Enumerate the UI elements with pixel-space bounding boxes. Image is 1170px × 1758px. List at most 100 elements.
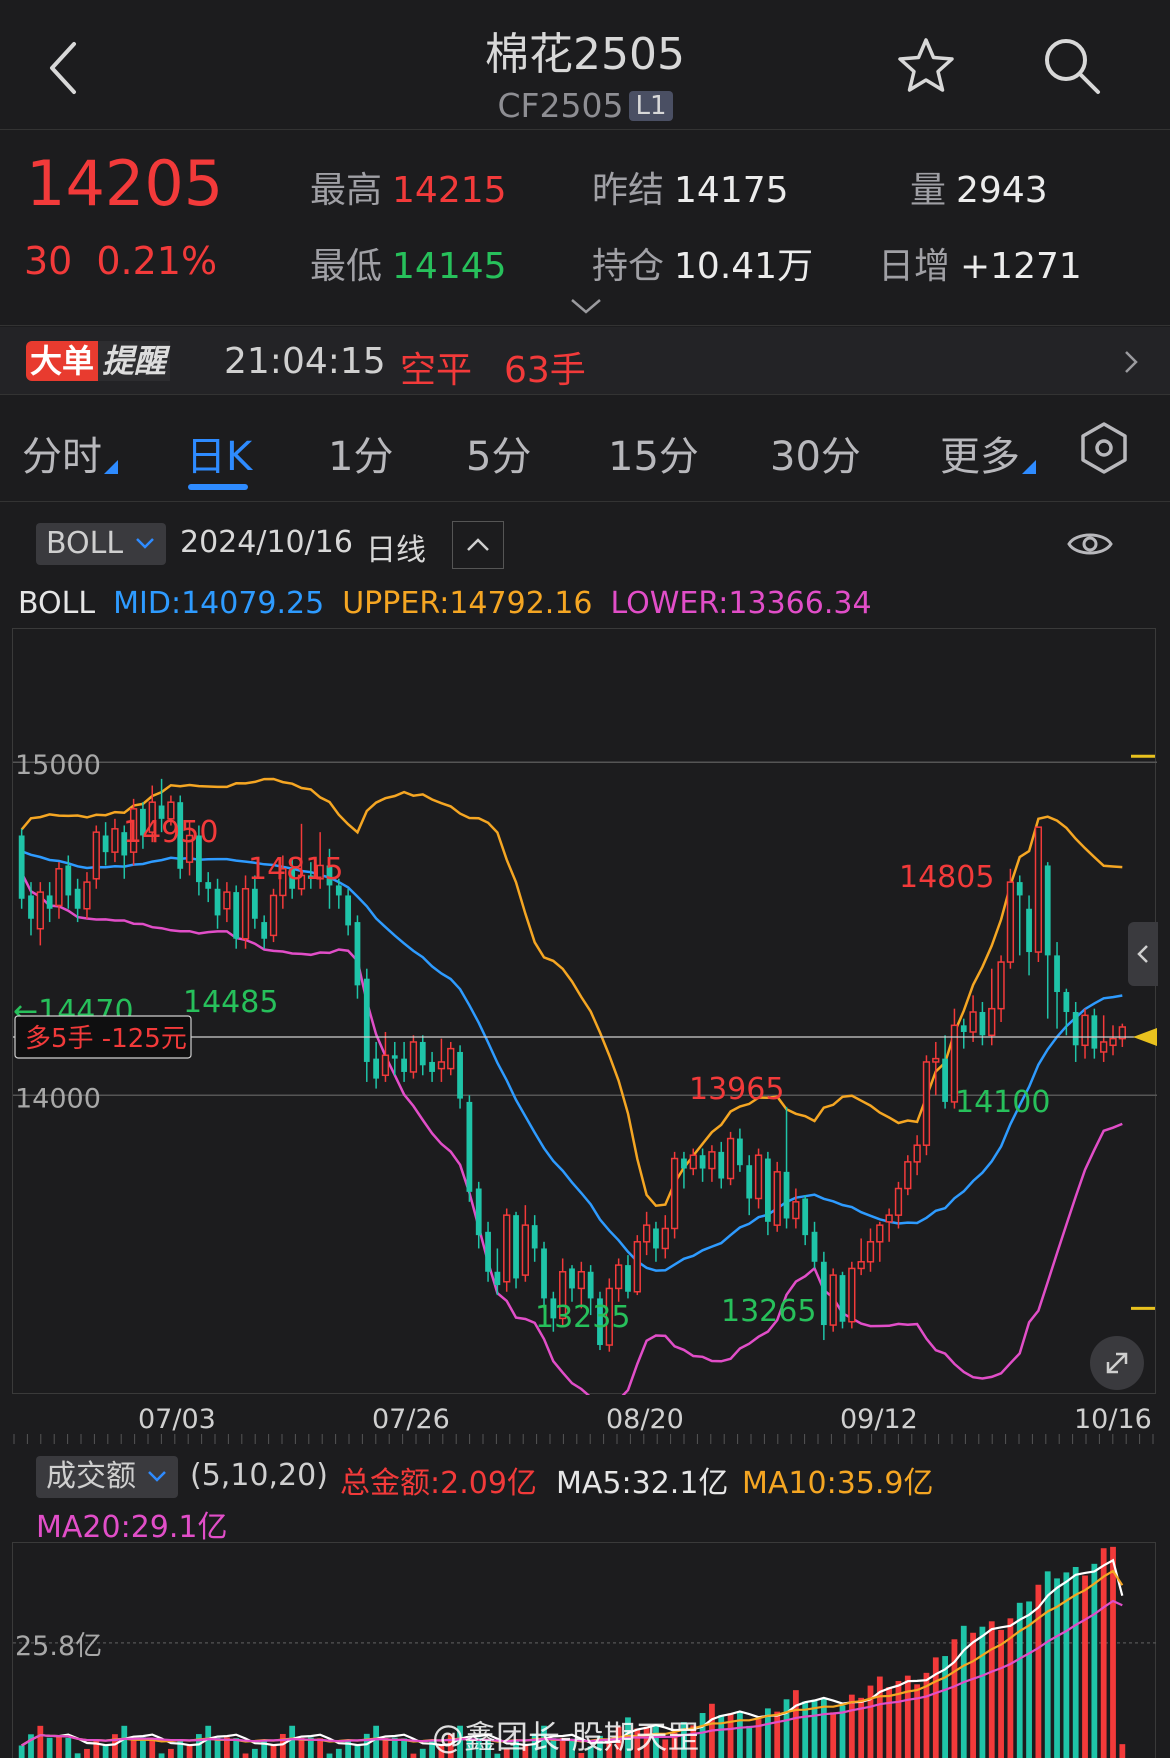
settings-icon[interactable] xyxy=(1076,420,1132,476)
volume-bar xyxy=(279,1733,286,1758)
volume-bar xyxy=(876,1676,883,1758)
volume-bar xyxy=(718,1714,725,1758)
volume-bar xyxy=(102,1745,109,1758)
boll-upper-value: 14792.16 xyxy=(449,586,593,621)
volume-bar xyxy=(168,1748,174,1758)
boll-upper: UPPER:14792.16 xyxy=(342,586,592,621)
watermark: @鑫团长-股期天罡 xyxy=(432,1718,700,1756)
search-icon[interactable] xyxy=(1040,34,1104,98)
change-percent: 0.21% xyxy=(96,239,218,283)
candle-body xyxy=(829,1274,837,1326)
back-arrow-icon[interactable] xyxy=(40,38,90,98)
chevron-down-icon[interactable] xyxy=(568,295,604,317)
volume-ma5-value: 32.1亿 xyxy=(631,1466,729,1501)
volume-bar xyxy=(382,1738,389,1758)
big-order-alert[interactable]: 大单 提醒 21:04:15 空平 63手 xyxy=(0,327,1170,395)
candle-body xyxy=(447,1047,455,1070)
volume-bar xyxy=(1072,1566,1079,1758)
volume-bar xyxy=(886,1687,893,1758)
eye-icon[interactable] xyxy=(1066,520,1114,568)
volume-bar xyxy=(597,1735,603,1758)
y-tick-label: 14000 xyxy=(15,1083,101,1114)
boll-lower-label: LOWER: xyxy=(610,586,729,621)
chevron-left-icon xyxy=(1137,945,1148,963)
candle-body xyxy=(326,865,333,886)
volume-bar xyxy=(792,1690,799,1758)
tab-more[interactable]: 更多 xyxy=(940,424,1036,482)
candle-body xyxy=(754,1154,763,1200)
candle-body xyxy=(307,875,314,879)
volume-bar xyxy=(177,1740,184,1758)
fullscreen-button[interactable] xyxy=(1090,1336,1144,1390)
star-icon[interactable] xyxy=(894,34,958,98)
chart-period: 日线 xyxy=(366,533,426,568)
prev-settle-value: 14175 xyxy=(674,170,789,211)
price-annotation: 13965 xyxy=(689,1072,784,1107)
open-interest-value: 10.41万 xyxy=(674,246,814,287)
volume-bar xyxy=(690,1725,697,1758)
candle-body xyxy=(653,1228,659,1249)
volume-bar xyxy=(1110,1546,1116,1758)
tab-5min[interactable]: 5分 xyxy=(466,434,532,480)
volume-bar xyxy=(522,1744,529,1758)
tab-30min[interactable]: 30分 xyxy=(770,434,861,480)
chevron-right-icon[interactable] xyxy=(1120,348,1142,376)
volume-bar xyxy=(485,1738,491,1758)
volume-bar xyxy=(140,1737,146,1758)
volume-bar xyxy=(1026,1601,1032,1758)
candle-body xyxy=(913,1144,921,1163)
volume-bar xyxy=(93,1740,100,1758)
volume-ma5: MA5:32.1亿 xyxy=(556,1458,728,1502)
candle-body xyxy=(569,1268,575,1289)
volume-bar xyxy=(1044,1571,1051,1758)
volume-bar xyxy=(466,1738,473,1758)
volume-bar xyxy=(606,1739,613,1758)
volume-bar xyxy=(214,1737,221,1758)
volume-bar xyxy=(457,1725,463,1758)
candle-body xyxy=(214,888,221,916)
candle-body xyxy=(205,882,212,889)
tab-1min[interactable]: 1分 xyxy=(328,434,394,480)
volume-bar xyxy=(643,1726,650,1758)
boll-mid: MID:14079.25 xyxy=(113,586,324,621)
position-tag[interactable] xyxy=(14,1015,192,1059)
volume-bar xyxy=(578,1752,585,1758)
header: 棉花2505 CF2505 L1 xyxy=(0,0,1170,130)
tab-daily-k[interactable]: 日K xyxy=(186,434,253,480)
volume-indicator-select[interactable]: 成交额 xyxy=(36,1456,178,1498)
boll-name: BOLL xyxy=(18,586,96,621)
price-change: 30 0.21% xyxy=(24,239,241,283)
volume-bar xyxy=(914,1684,921,1758)
price-annotation: 13235 xyxy=(535,1300,630,1335)
volume-bar xyxy=(1119,1744,1126,1758)
tab-15min[interactable]: 15分 xyxy=(608,434,699,480)
kline-chart[interactable]: 15000 14000 14950 14815 ←14470 14485 13965 1323… xyxy=(12,628,1157,1408)
volume-bar xyxy=(653,1725,659,1758)
volume-value: 2943 xyxy=(956,170,1048,211)
x-axis-ticks xyxy=(13,1434,1154,1444)
x-axis: 07/03 07/26 08/20 09/12 10/16 xyxy=(0,1396,1170,1444)
candle-body xyxy=(681,1158,687,1169)
volume-bar xyxy=(541,1725,547,1758)
volume-bar xyxy=(56,1737,62,1758)
tab-intraday[interactable]: 分时 xyxy=(22,424,118,482)
indicator-select[interactable]: BOLL xyxy=(36,523,166,565)
volume-bar xyxy=(447,1733,454,1758)
volume-chart-svg[interactable]: 25.8亿 xyxy=(13,1543,1157,1758)
quote-panel[interactable]: 14205 30 0.21% 最高 14215 最低 14145 昨结 14175 持仓… xyxy=(0,131,1170,326)
low-label: 最低 xyxy=(310,246,383,287)
collapse-button[interactable] xyxy=(452,521,504,569)
candle-body xyxy=(614,1264,623,1290)
candle-body xyxy=(1016,882,1023,896)
side-drawer-handle[interactable] xyxy=(1128,922,1158,986)
tab-intraday-label: 分时 xyxy=(22,434,102,480)
candle-body xyxy=(587,1271,594,1299)
candle-body xyxy=(670,1157,679,1230)
candle-body xyxy=(18,835,25,899)
volume-chart[interactable]: 25.8亿 xyxy=(12,1542,1157,1758)
candle-body xyxy=(885,1214,893,1223)
candle-body xyxy=(894,1187,903,1216)
alert-badge-sub: 提醒 xyxy=(98,341,171,381)
volume-bar xyxy=(1035,1584,1042,1758)
